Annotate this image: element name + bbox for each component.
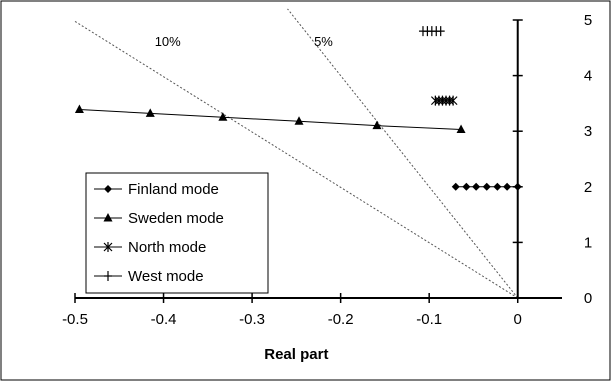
legend-box	[85, 172, 269, 294]
legend-item-sweden-mode: Sweden mode	[94, 210, 224, 227]
point-finland-mode	[513, 182, 522, 191]
legend-marker-west-mode	[104, 271, 112, 281]
damping-lines: 10% 5%	[74, 8, 519, 299]
x-tick-label: -0.2	[328, 311, 354, 328]
y-tick-label: 0	[584, 290, 592, 307]
point-sweden-mode	[456, 124, 466, 134]
series-north-mode	[430, 95, 458, 106]
x-tick-label: -0.4	[151, 311, 177, 328]
damping-line-5pct	[287, 8, 519, 299]
point-sweden-mode	[145, 108, 155, 117]
series-finland-mode	[451, 182, 522, 191]
x-tick-label: -0.1	[416, 311, 442, 328]
point-finland-mode	[503, 182, 512, 191]
point-finland-mode	[493, 182, 502, 191]
x-tick-label: -0.5	[62, 311, 88, 328]
point-finland-mode	[451, 182, 460, 191]
legend-label-sweden-mode: Sweden mode	[128, 210, 224, 227]
legend-label-west-mode: West mode	[128, 268, 204, 285]
axes	[75, 20, 562, 299]
legend-item-north-mode: North mode	[94, 239, 206, 256]
x-tick-label: 0	[514, 311, 522, 328]
series-line-sweden-mode	[79, 109, 462, 131]
y-tick-label: 1	[584, 234, 592, 251]
legend-label-finland-mode: Finland mode	[128, 181, 219, 198]
legend-marker-finland-mode	[104, 185, 112, 193]
legend: Finland mode Sweden mode North mode West mo…	[85, 172, 269, 294]
legend-item-finland-mode: Finland mode	[94, 181, 219, 198]
x-tick-label: -0.3	[239, 311, 265, 328]
legend-marker-sweden-mode	[103, 213, 113, 222]
y-tick-label: 4	[584, 68, 592, 85]
damping-label-5pct: 5%	[314, 34, 333, 49]
damping-label-10pct: 10%	[155, 34, 181, 49]
legend-label-north-mode: North mode	[128, 239, 206, 256]
y-tick-label: 5	[584, 12, 592, 29]
series	[74, 26, 522, 191]
series-sweden-mode	[74, 104, 466, 134]
point-finland-mode	[462, 182, 471, 191]
point-west-mode	[436, 26, 445, 37]
point-north-mode	[448, 95, 458, 106]
y-tick-label: 2	[584, 179, 592, 196]
point-sweden-mode	[218, 112, 228, 121]
legend-item-west-mode: West mode	[94, 268, 204, 285]
y-tick-label: 3	[584, 123, 592, 140]
point-sweden-mode	[74, 104, 84, 114]
legend-items: Finland mode Sweden mode North mode West mo…	[94, 181, 224, 285]
point-sweden-mode	[294, 116, 304, 125]
x-axis-title: Real part	[264, 346, 328, 363]
x-ticks: -0.5 -0.4 -0.3 -0.2 -0.1 0	[62, 293, 522, 328]
point-sweden-mode	[372, 120, 382, 130]
point-finland-mode	[482, 182, 491, 191]
point-finland-mode	[472, 182, 481, 191]
series-west-mode	[418, 26, 445, 37]
damping-line-10pct	[74, 20, 518, 299]
legend-marker-north-mode	[103, 242, 113, 252]
